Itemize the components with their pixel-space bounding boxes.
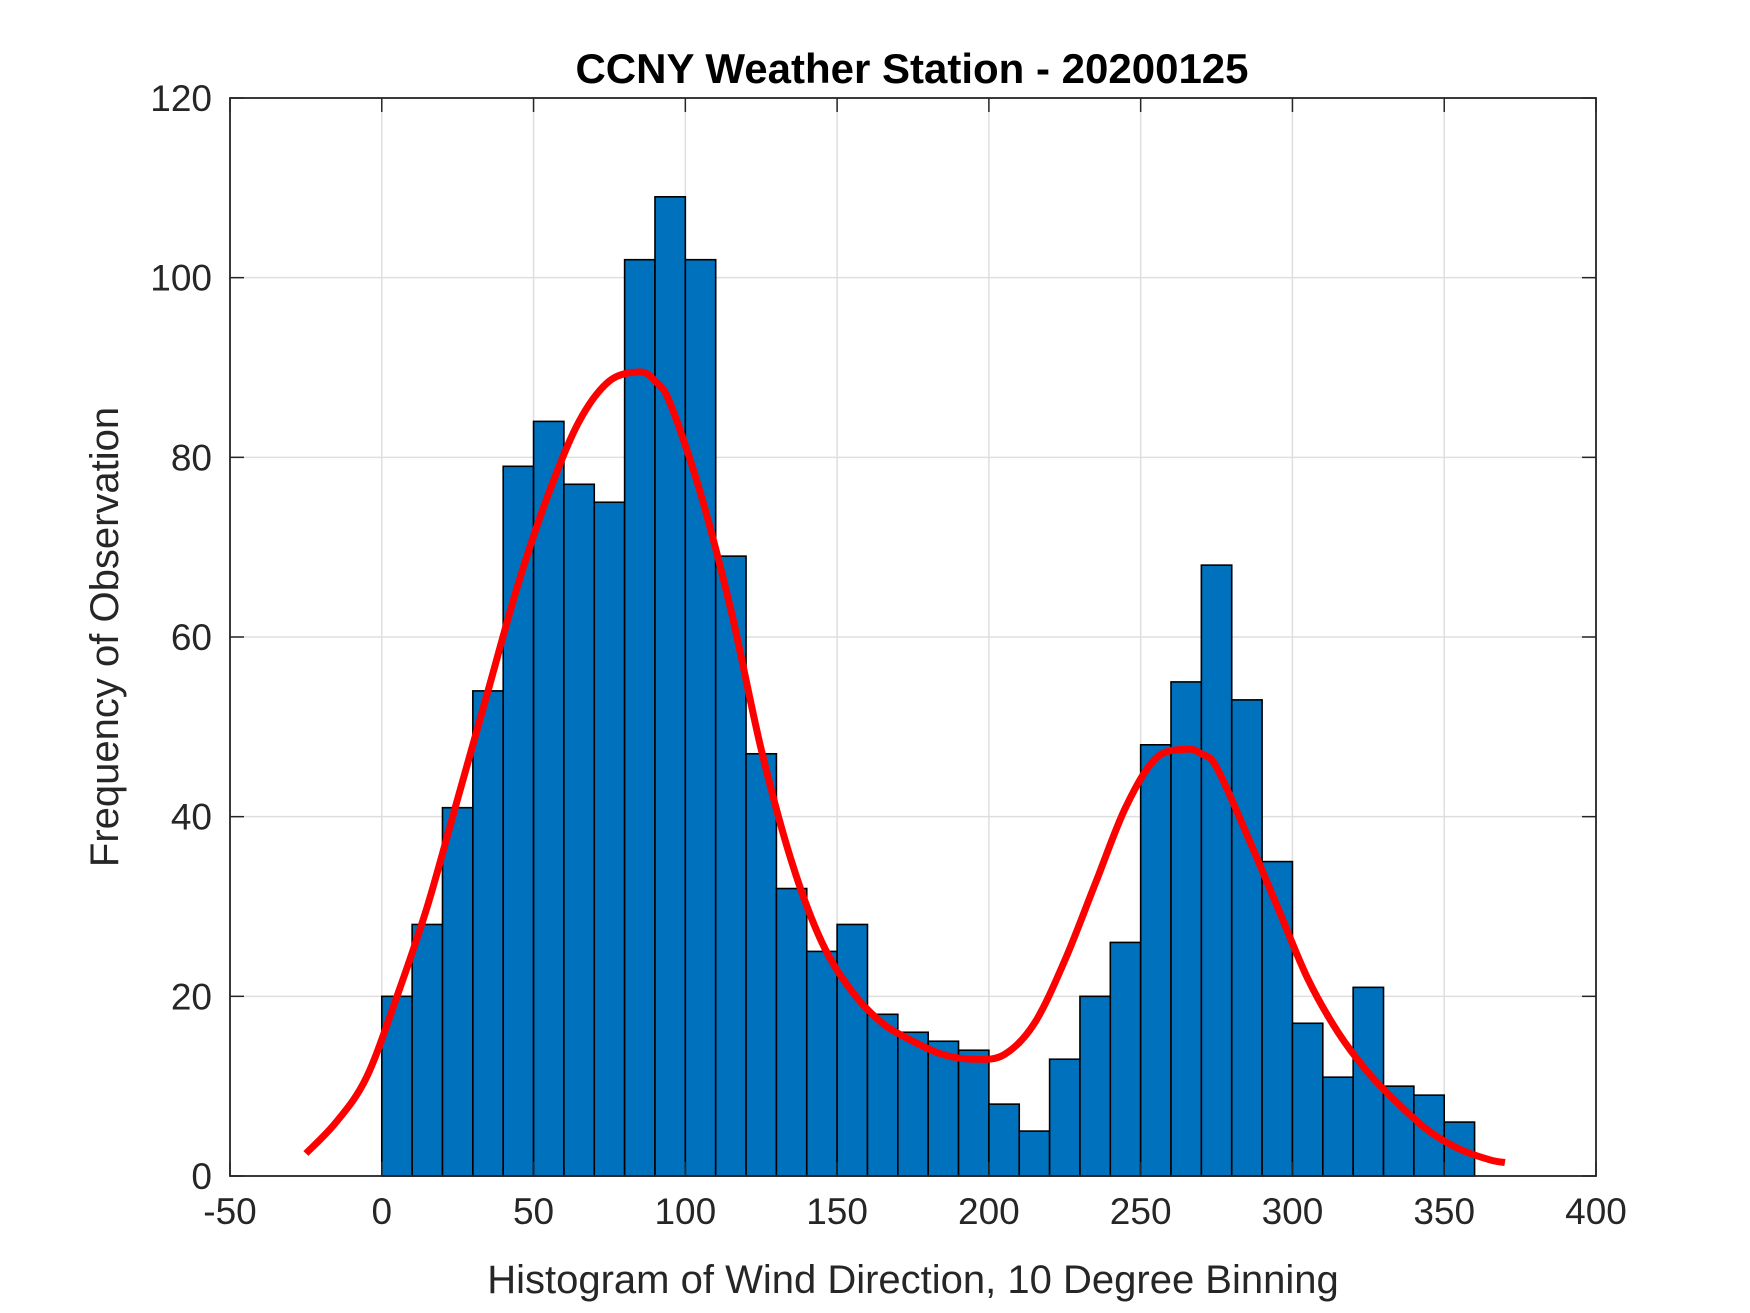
y-tick-label: 80: [171, 437, 212, 478]
histogram-bar: [472, 690, 505, 1177]
histogram-bar: [441, 806, 474, 1177]
histogram-bar: [593, 501, 626, 1177]
histogram-bar: [957, 1049, 990, 1177]
histogram-bar: [623, 258, 656, 1177]
histogram-bar: [836, 923, 869, 1177]
histogram-bar: [897, 1031, 929, 1177]
y-tick-label: 60: [171, 617, 212, 658]
x-tick-label: 350: [1413, 1191, 1475, 1232]
fit-curve-line: [303, 368, 1506, 1166]
histogram-bar: [1322, 1076, 1354, 1177]
x-tick-label: 250: [1110, 1191, 1172, 1232]
histogram-bar: [563, 483, 596, 1177]
histogram-bar: [1230, 699, 1263, 1177]
y-tick-label: 40: [171, 797, 212, 838]
histogram-bar: [654, 196, 687, 1177]
histogram-bar: [866, 1013, 899, 1177]
x-tick-label: 100: [654, 1191, 716, 1232]
histogram-bar: [1200, 564, 1233, 1177]
x-tick-label: 300: [1262, 1191, 1324, 1232]
histogram-bar: [1291, 1022, 1324, 1177]
x-tick-label: 50: [513, 1191, 554, 1232]
histogram-bar: [745, 752, 778, 1177]
histogram-bars: [380, 196, 1476, 1177]
y-tick-label: 100: [150, 258, 212, 299]
x-tick-label: 150: [806, 1191, 868, 1232]
histogram-bar: [1018, 1130, 1051, 1177]
histogram-bar: [1048, 1058, 1081, 1177]
y-tick-label: 0: [191, 1156, 212, 1197]
histogram-bar: [775, 887, 808, 1177]
y-axis-label: Frequency of Observation: [83, 407, 127, 867]
fit-curve-layer: [303, 368, 1506, 1166]
y-tick-label: 120: [150, 78, 212, 119]
histogram-bar: [927, 1040, 960, 1177]
y-tick-label: 20: [171, 976, 212, 1017]
histogram-bar: [1170, 681, 1203, 1177]
histogram-bar: [532, 420, 565, 1177]
histogram-bar: [1139, 743, 1172, 1177]
histogram-bar: [411, 923, 444, 1177]
x-tick-label: 0: [371, 1191, 392, 1232]
histogram-bar: [684, 258, 717, 1177]
x-tick-label: 200: [958, 1191, 1020, 1232]
histogram-bar: [988, 1103, 1021, 1177]
axis-ticks: -50 0 50 100 150 200 250 300 350 4000204060801001…: [150, 78, 1627, 1232]
x-tick-label: -50: [203, 1191, 256, 1232]
chart-title: CCNY Weather Station - 20200125: [575, 45, 1248, 92]
histogram-bar: [1079, 995, 1112, 1177]
x-axis-label: Histogram of Wind Direction, 10 Degree B…: [487, 1258, 1339, 1302]
x-tick-label: 400: [1565, 1191, 1627, 1232]
histogram-bar: [805, 950, 838, 1177]
histogram-bar: [1109, 941, 1142, 1177]
